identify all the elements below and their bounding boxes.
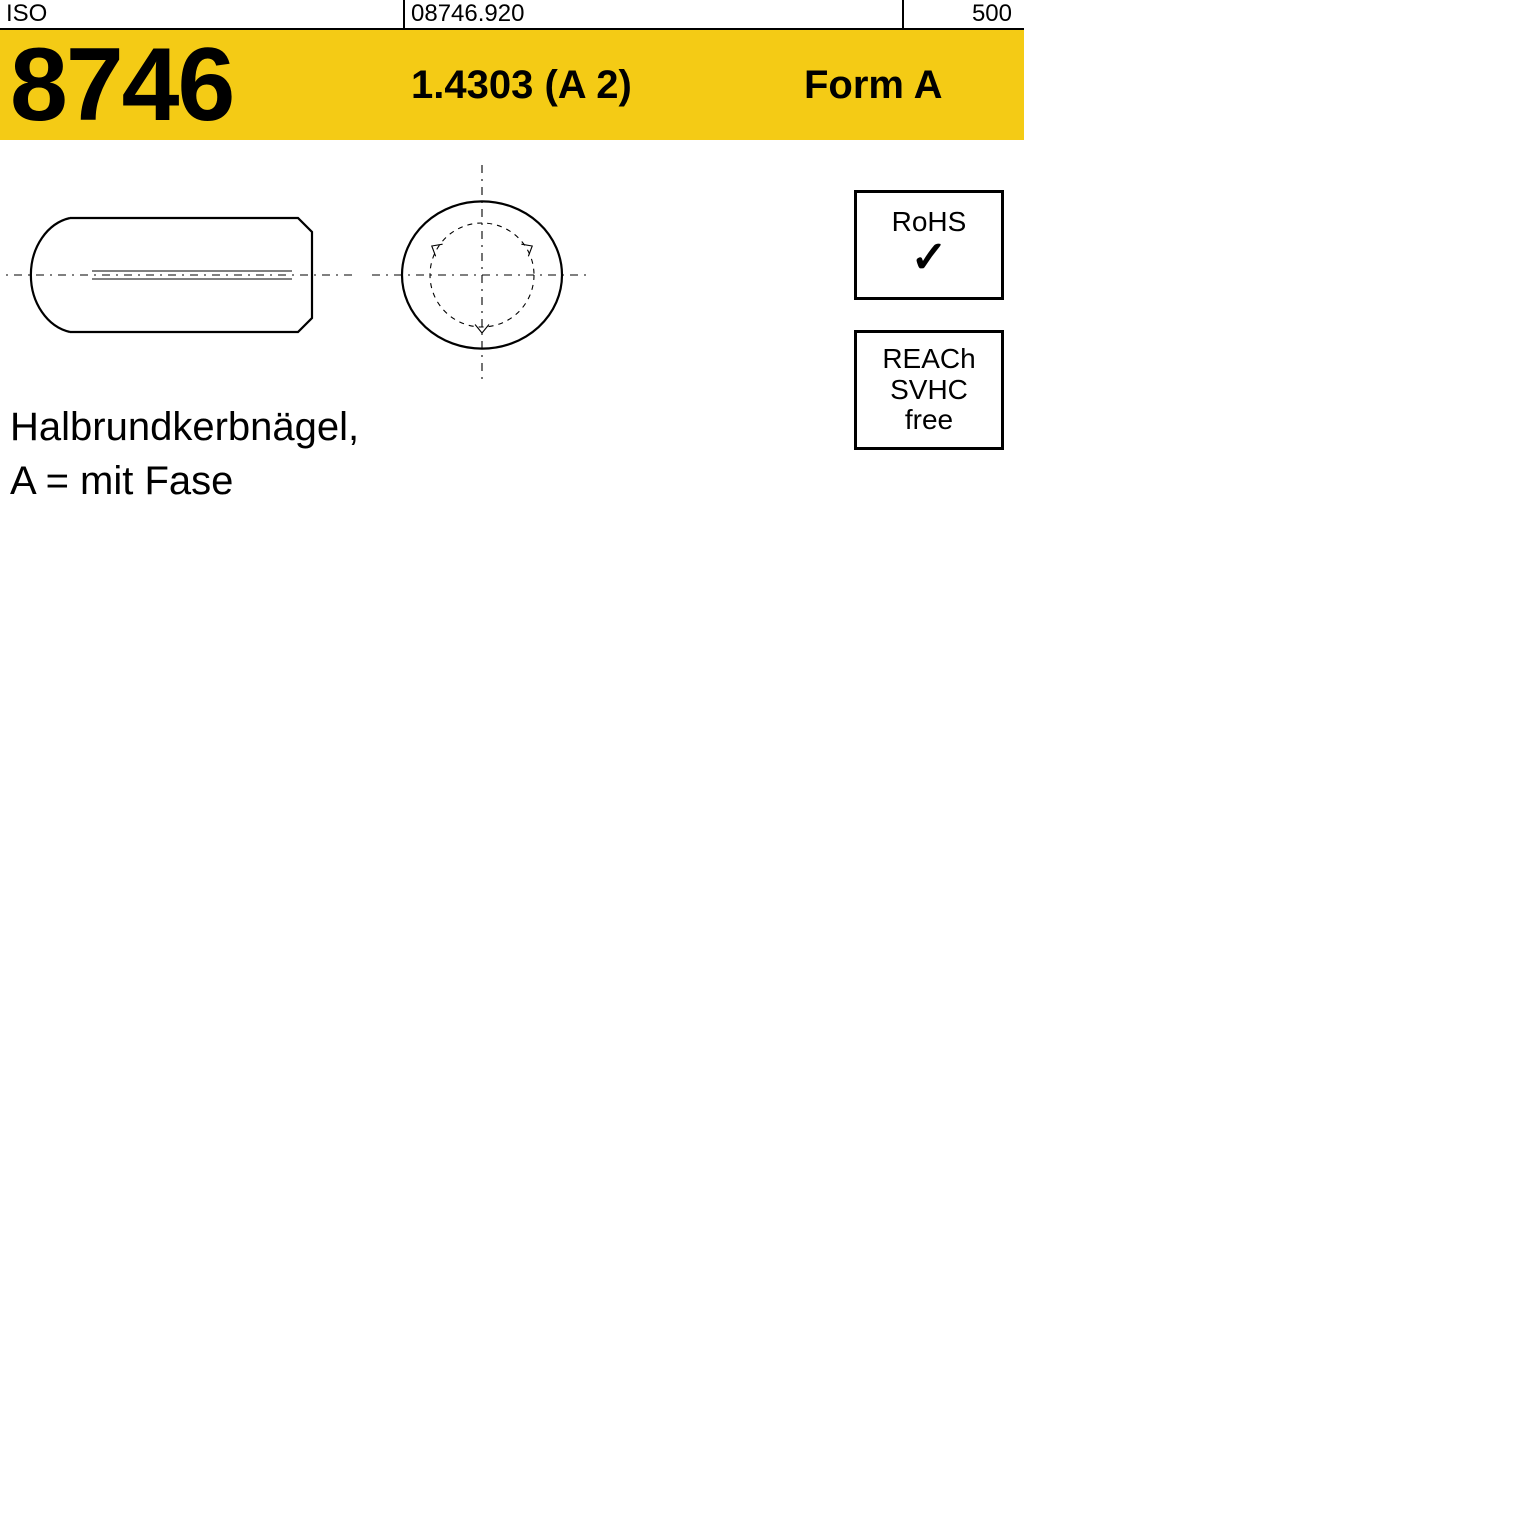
title-band: 8746 1.4303 (A 2) Form A	[0, 30, 1024, 140]
reach-l3: free	[905, 405, 953, 436]
material-spec: 1.4303 (A 2)	[405, 63, 804, 108]
iso-number: 8746	[0, 33, 405, 137]
header-code: 08746.920	[405, 0, 904, 28]
header-standard: ISO	[0, 0, 405, 28]
technical-diagram	[12, 170, 632, 380]
header-qty: 500	[904, 0, 1024, 28]
description-text: Halbrundkerbnägel, A = mit Fase	[10, 400, 359, 508]
reach-badge: REACh SVHC free	[854, 330, 1004, 450]
check-icon: ✓	[911, 234, 948, 282]
rohs-badge: RoHS ✓	[854, 190, 1004, 300]
label-line1: Halbrundkerbnägel,	[10, 400, 359, 454]
spec-sheet: ISO 08746.920 500 8746 1.4303 (A 2) Form…	[0, 0, 1024, 768]
reach-l2: SVHC	[890, 375, 968, 406]
label-line2: A = mit Fase	[10, 454, 359, 508]
reach-l1: REACh	[882, 344, 975, 375]
header-row: ISO 08746.920 500	[0, 0, 1024, 30]
form-spec: Form A	[804, 63, 1024, 108]
